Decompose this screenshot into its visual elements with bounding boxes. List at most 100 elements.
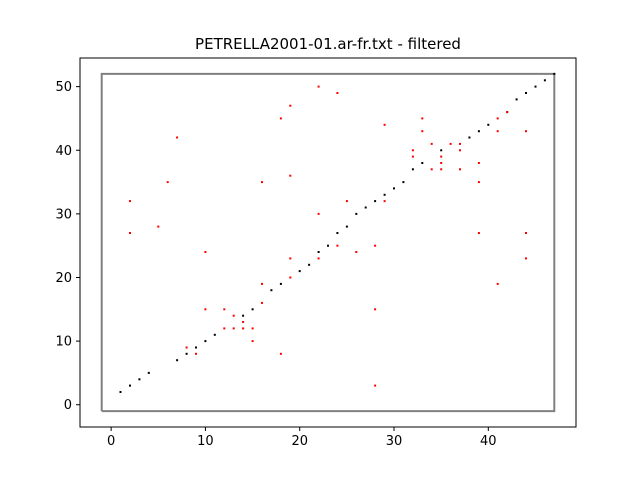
data-point	[289, 276, 292, 279]
data-point	[355, 251, 358, 253]
data-point	[430, 142, 433, 145]
data-point	[185, 352, 188, 355]
data-point	[289, 104, 292, 107]
data-point	[195, 352, 197, 355]
data-point	[383, 123, 386, 126]
y-tick-label: 20	[55, 271, 72, 286]
data-point	[525, 257, 527, 260]
data-point	[223, 327, 226, 330]
data-point	[138, 378, 141, 381]
data-point	[251, 327, 254, 330]
data-point	[383, 193, 386, 196]
data-point	[430, 168, 433, 171]
data-point	[402, 181, 405, 184]
data-point	[242, 327, 245, 330]
data-point	[232, 314, 235, 317]
data-point	[440, 149, 443, 152]
data-point	[289, 174, 292, 177]
data-point	[477, 162, 480, 164]
data-point	[496, 282, 499, 285]
data-point	[506, 111, 509, 114]
data-point	[553, 72, 556, 75]
data-point	[440, 168, 443, 171]
data-point	[374, 384, 377, 387]
data-point	[374, 308, 377, 311]
data-point	[496, 130, 499, 133]
data-point	[543, 79, 546, 82]
data-point	[449, 142, 452, 145]
data-points	[119, 72, 556, 393]
data-point	[421, 117, 424, 120]
data-point	[468, 136, 471, 139]
data-point	[374, 244, 377, 247]
data-point	[459, 142, 461, 145]
y-tick-label: 50	[55, 80, 72, 95]
x-tick-label: 0	[107, 434, 115, 449]
data-point	[355, 212, 358, 215]
data-point	[129, 200, 131, 203]
data-point	[213, 333, 216, 336]
data-point	[487, 123, 490, 126]
data-point	[411, 155, 414, 158]
data-point	[279, 117, 282, 120]
data-point	[345, 225, 348, 228]
data-point	[129, 232, 131, 234]
data-point	[459, 149, 461, 152]
data-point	[166, 181, 169, 184]
data-point	[411, 168, 414, 171]
data-point	[496, 117, 499, 120]
data-point	[440, 162, 443, 164]
data-point	[157, 225, 160, 228]
y-tick-label: 0	[64, 398, 72, 413]
data-point	[261, 301, 263, 304]
data-point	[251, 340, 254, 343]
data-point	[411, 149, 414, 152]
data-point	[477, 181, 480, 184]
data-point	[308, 263, 311, 266]
data-point	[204, 340, 207, 343]
data-point	[477, 130, 480, 133]
data-point	[289, 257, 292, 260]
data-point	[261, 181, 263, 184]
data-point	[185, 346, 188, 349]
data-point	[232, 327, 235, 330]
data-point	[195, 346, 197, 349]
data-point	[440, 155, 443, 158]
x-tick-label: 40	[480, 434, 497, 449]
data-point	[525, 92, 527, 94]
y-tick-label: 30	[55, 207, 72, 222]
data-point	[336, 244, 339, 247]
data-point	[525, 232, 527, 234]
data-point	[176, 136, 179, 139]
data-point	[223, 308, 226, 311]
data-point	[251, 308, 254, 311]
x-tick-label: 30	[386, 434, 403, 449]
data-point	[242, 314, 245, 317]
data-point	[176, 359, 179, 362]
data-point	[119, 391, 122, 393]
data-point	[270, 289, 273, 292]
plot-area-frame	[79, 57, 577, 428]
data-point	[317, 212, 320, 215]
data-point	[242, 321, 245, 323]
data-point	[147, 371, 150, 374]
data-point	[459, 168, 461, 171]
data-point	[204, 308, 207, 311]
data-point	[336, 92, 339, 94]
data-point	[525, 130, 527, 133]
data-point	[374, 200, 377, 203]
data-point	[364, 206, 367, 209]
data-point	[421, 130, 424, 133]
y-tick-label: 10	[55, 335, 72, 350]
data-point	[383, 200, 386, 203]
data-point	[279, 282, 282, 285]
data-point	[317, 85, 320, 88]
y-axis: 0 10 20 30 40 50	[55, 80, 80, 413]
x-tick-label: 20	[291, 434, 308, 449]
data-point	[421, 162, 424, 164]
data-point	[477, 232, 480, 234]
data-point	[345, 200, 348, 203]
data-point	[327, 244, 329, 247]
data-point	[204, 251, 207, 253]
